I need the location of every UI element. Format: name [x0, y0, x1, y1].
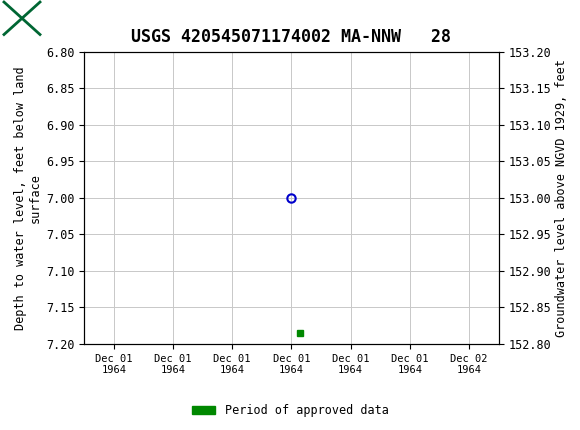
Y-axis label: Groundwater level above NGVD 1929, feet: Groundwater level above NGVD 1929, feet	[556, 59, 568, 337]
Text: USGS: USGS	[47, 8, 97, 28]
Y-axis label: Depth to water level, feet below land
surface: Depth to water level, feet below land su…	[14, 66, 42, 330]
Title: USGS 420545071174002 MA-NNW   28: USGS 420545071174002 MA-NNW 28	[132, 28, 451, 46]
Bar	[4, 2, 40, 34]
Legend: Period of approved data: Period of approved data	[187, 399, 393, 422]
